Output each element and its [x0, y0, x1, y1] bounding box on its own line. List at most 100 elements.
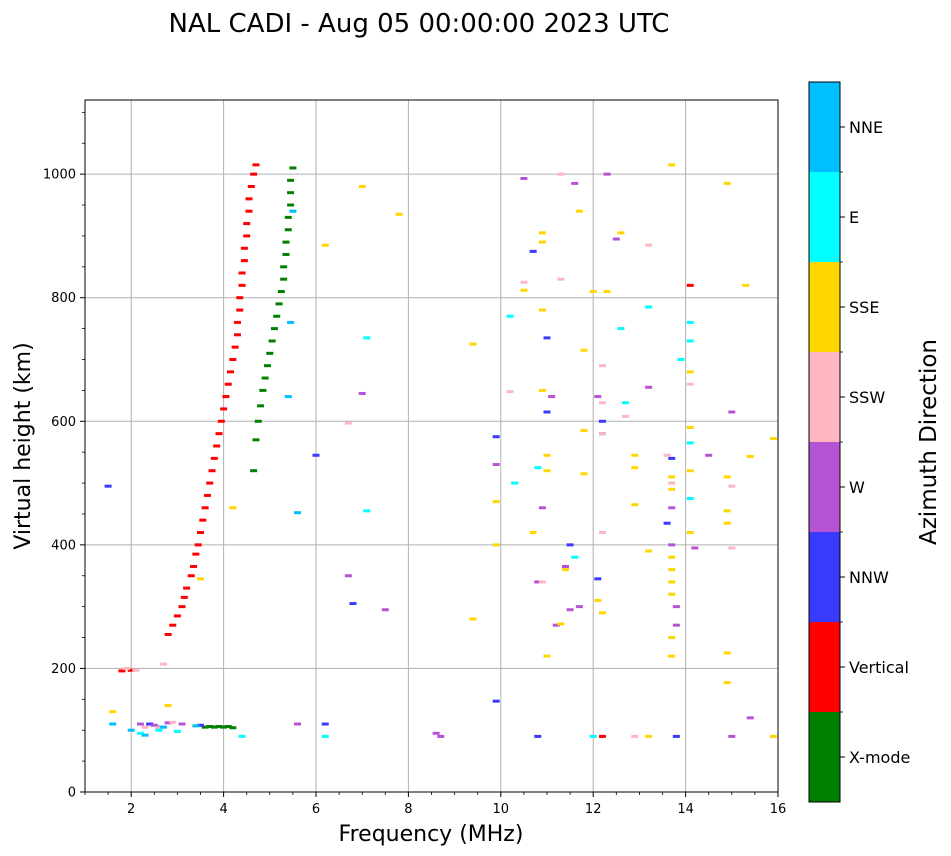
data-point	[668, 506, 676, 510]
data-point	[282, 240, 290, 244]
colorbar-label: Vertical	[849, 658, 909, 677]
data-point	[206, 725, 214, 729]
data-point	[201, 725, 209, 729]
data-point	[169, 623, 177, 627]
data-point	[321, 722, 329, 726]
data-point	[247, 185, 255, 188]
data-point	[141, 733, 149, 737]
data-point	[469, 342, 477, 346]
data-point	[723, 509, 731, 513]
data-point	[543, 654, 551, 658]
x-tick-label: 6	[312, 802, 320, 817]
series-vertical	[118, 163, 694, 738]
data-point	[594, 577, 602, 581]
data-point	[723, 521, 731, 525]
data-point	[622, 414, 630, 418]
data-point	[668, 481, 676, 485]
data-point	[506, 390, 514, 394]
data-point	[534, 734, 542, 738]
data-point	[746, 716, 754, 720]
series-ssw	[123, 172, 736, 738]
data-point	[173, 729, 181, 733]
data-point	[571, 555, 579, 559]
data-point	[287, 203, 295, 207]
data-point	[589, 734, 597, 738]
data-point	[294, 511, 302, 515]
data-point	[206, 481, 214, 485]
x-tick-label: 16	[770, 802, 787, 817]
colorbar-label: SSE	[849, 298, 879, 317]
data-point	[250, 172, 258, 176]
data-point	[538, 231, 546, 235]
data-point	[617, 327, 625, 331]
data-point	[381, 608, 389, 612]
data-point	[520, 176, 528, 180]
colorbar: X-mode Vertical NNW W SSW SSE E NNE	[808, 81, 910, 803]
data-point	[538, 308, 546, 312]
data-point	[598, 419, 606, 423]
data-point	[229, 726, 237, 730]
data-point	[257, 404, 265, 408]
data-point	[645, 243, 653, 247]
data-point	[210, 725, 218, 729]
y-tick-label: 200	[51, 662, 76, 677]
data-point	[194, 543, 202, 547]
data-point	[192, 724, 200, 728]
data-point	[603, 172, 611, 176]
data-point	[289, 166, 297, 170]
data-point	[686, 531, 694, 534]
colorbar-segment	[809, 712, 840, 802]
data-point	[236, 296, 244, 300]
x-tick-label: 4	[219, 802, 227, 817]
data-point	[238, 734, 246, 738]
colorbar-segment	[809, 532, 840, 622]
data-point	[668, 654, 676, 658]
data-point	[492, 699, 500, 703]
data-point	[543, 469, 551, 473]
series-e	[136, 305, 694, 738]
colorbar-label: X-mode	[849, 748, 910, 767]
data-point	[109, 710, 117, 714]
data-point	[543, 453, 551, 457]
data-point	[222, 395, 230, 399]
data-point	[294, 722, 302, 726]
y-tick-label: 0	[68, 786, 76, 801]
data-point	[575, 209, 583, 213]
data-point	[598, 734, 606, 738]
data-point	[571, 181, 579, 185]
data-point	[506, 314, 514, 318]
data-point	[243, 222, 251, 226]
data-point	[104, 484, 112, 488]
data-point	[109, 722, 117, 726]
data-point	[146, 722, 154, 726]
data-point	[252, 438, 260, 442]
data-point	[217, 419, 225, 423]
data-point	[728, 484, 736, 488]
data-point	[622, 401, 630, 405]
data-point	[686, 497, 694, 501]
data-point	[289, 209, 297, 213]
data-point	[668, 580, 676, 584]
data-point	[598, 401, 606, 405]
data-point	[224, 725, 232, 729]
data-point	[287, 178, 295, 182]
data-point	[229, 358, 237, 361]
data-point	[668, 592, 676, 596]
data-point	[363, 509, 371, 513]
data-point	[686, 320, 694, 324]
y-tick-label: 800	[51, 291, 76, 306]
data-point	[118, 669, 126, 673]
data-point	[180, 595, 188, 599]
data-point	[603, 290, 611, 294]
data-point	[672, 734, 680, 738]
data-point	[538, 388, 546, 392]
colorbar-frame	[808, 81, 841, 803]
data-point	[173, 614, 181, 618]
data-point	[728, 546, 736, 550]
data-point	[580, 429, 588, 433]
data-point	[686, 469, 694, 473]
colorbar-segment	[809, 172, 840, 262]
data-point	[668, 543, 676, 547]
data-point	[197, 723, 204, 727]
